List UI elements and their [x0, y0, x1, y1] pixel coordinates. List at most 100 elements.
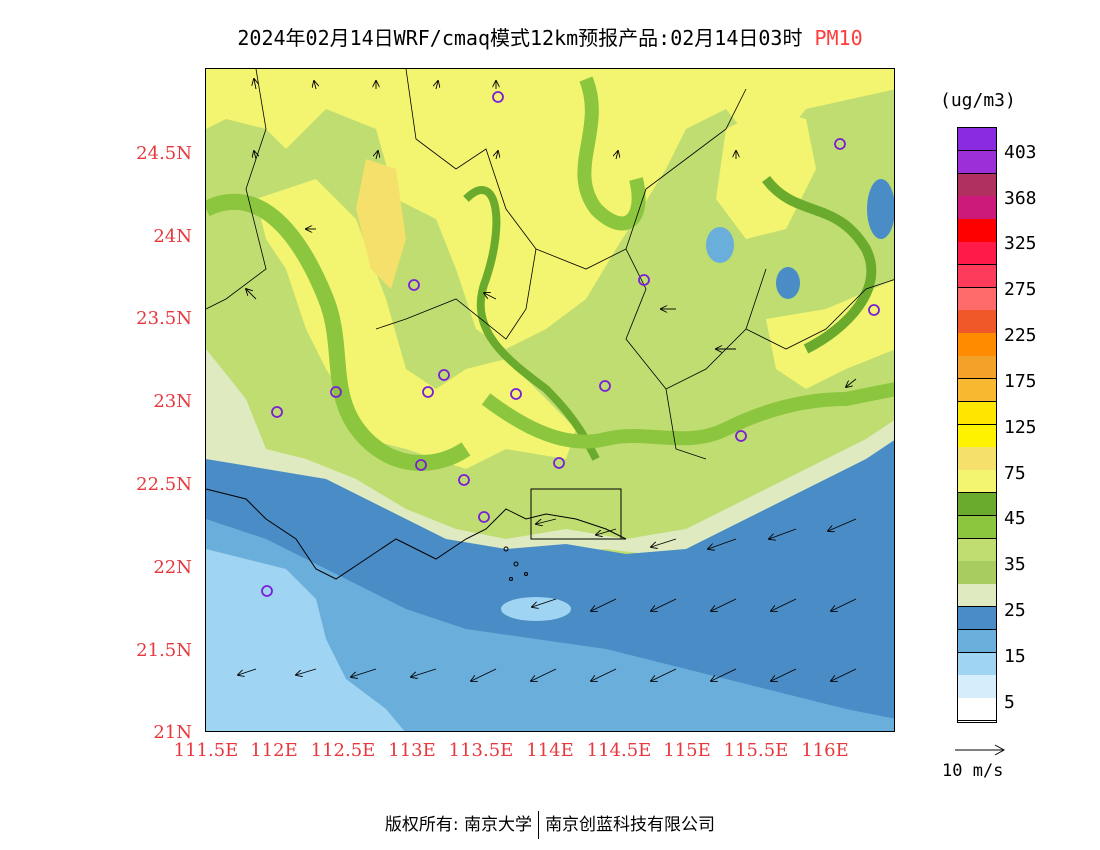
- lake-2: [776, 267, 800, 299]
- wind-arrow: [531, 668, 557, 681]
- copyright-left: 版权所有: 南京大学: [384, 815, 533, 835]
- wind-arrow: [471, 668, 497, 681]
- colorbar-swatch: [958, 447, 996, 471]
- colorbar-swatch: [958, 264, 996, 289]
- colorbar-swatch: [958, 698, 996, 722]
- wind-arrow: [831, 668, 857, 681]
- station-marker: [438, 369, 450, 381]
- station-marker: [415, 459, 427, 471]
- station-marker: [638, 274, 650, 286]
- sea-light-blue: [206, 549, 405, 731]
- island: [513, 561, 519, 567]
- colorbar-swatch: [958, 150, 996, 175]
- colorbar-swatch: [958, 196, 996, 220]
- colorbar-label: 175: [1004, 371, 1037, 392]
- wind-arrow: [828, 518, 857, 531]
- station-marker: [261, 585, 273, 597]
- title-variable: PM10: [814, 26, 863, 50]
- x-tick-label: 114.5E: [586, 740, 652, 761]
- colorbar-swatch: [958, 561, 996, 585]
- station-marker: [492, 91, 504, 103]
- lake-3: [867, 179, 894, 239]
- station-marker: [422, 386, 434, 398]
- wind-arrow: [771, 668, 797, 681]
- wind-arrow: [296, 668, 317, 675]
- wind-arrow: [254, 151, 256, 160]
- colorbar-label: 5: [1004, 692, 1015, 713]
- sea-medium-blue: [206, 519, 894, 731]
- map-title: 2024年02月14日WRF/cmaq模式12km预报产品:02月14日03时 P…: [0, 22, 1100, 51]
- wind-arrow: [238, 668, 257, 675]
- colorbar-swatch: [958, 356, 996, 380]
- island: [509, 577, 513, 581]
- colorbar-swatch: [958, 584, 996, 608]
- wind-arrow: [711, 668, 737, 681]
- colorbar-swatch: [958, 242, 996, 266]
- station-marker: [271, 406, 283, 418]
- colorbar-label: 275: [1004, 279, 1037, 300]
- y-tick-label: 24.5N: [136, 143, 192, 164]
- colorbar-swatch: [958, 629, 996, 654]
- colorbar-swatch: [958, 401, 996, 425]
- colorbar-label: 25: [1004, 600, 1026, 621]
- x-tick-label: 112.5E: [310, 740, 376, 761]
- colorbar-label: 225: [1004, 325, 1037, 346]
- wind-arrow: [246, 289, 257, 300]
- lake-1: [706, 227, 734, 263]
- wind-arrow: [769, 528, 797, 539]
- wind-arrow: [651, 538, 677, 547]
- wind-arrow: [351, 668, 377, 677]
- footer-separator: [538, 811, 540, 839]
- copyright-right: 南京创蓝科技有限公司: [545, 815, 716, 835]
- station-marker: [735, 430, 747, 442]
- yellow-zone-north: [206, 69, 894, 349]
- wind-arrow: [591, 668, 617, 681]
- station-marker: [458, 474, 470, 486]
- colorbar-label: 325: [1004, 233, 1037, 254]
- green-band-5: [481, 382, 894, 449]
- colorbar: [957, 127, 997, 723]
- monitoring-stations: [261, 91, 880, 597]
- x-tick-label: 112E: [250, 740, 298, 761]
- x-tick-label: 115E: [663, 740, 711, 761]
- colorbar-swatch: [958, 128, 996, 152]
- colorbar-label: 15: [1004, 646, 1026, 667]
- colorbar-swatch: [958, 378, 996, 403]
- colorbar-swatch: [958, 675, 996, 699]
- x-tick-label: 113E: [388, 740, 436, 761]
- wind-arrow: [536, 518, 557, 524]
- x-tick-label: 113.5E: [448, 740, 514, 761]
- green-band-2: [463, 186, 600, 461]
- colorbar-label: 35: [1004, 554, 1026, 575]
- wind-arrow: [254, 79, 256, 90]
- station-marker: [553, 457, 565, 469]
- y-tick-label: 21N: [153, 722, 192, 743]
- station-marker: [599, 380, 611, 392]
- x-tick-label: 111.5E: [173, 740, 239, 761]
- title-main: 2024年02月14日WRF/cmaq模式12km预报产品:02月14日03时: [237, 26, 803, 50]
- colorbar-swatch: [958, 287, 996, 311]
- colorbar-swatch: [958, 606, 996, 631]
- copyright-footer: 版权所有: 南京大学 南京创蓝科技有限公司: [0, 810, 1100, 839]
- wind-arrow: [831, 598, 857, 611]
- wind-vectors: [238, 79, 857, 681]
- y-tick-label: 24N: [153, 226, 192, 247]
- island: [524, 572, 528, 576]
- colorbar-swatch: [958, 333, 996, 357]
- vector-reference-arrow: [955, 744, 1006, 756]
- wind-arrow: [771, 598, 797, 611]
- green-band-4: [762, 175, 877, 354]
- colorbar-swatch: [958, 515, 996, 540]
- wind-arrow: [846, 378, 857, 387]
- province-boundary: [206, 69, 894, 460]
- wind-arrow: [711, 598, 737, 611]
- wind-arrow: [314, 81, 316, 90]
- wind-arrow: [616, 151, 618, 160]
- colorbar-label: 125: [1004, 417, 1037, 438]
- colorbar-swatch: [958, 470, 996, 494]
- wind-arrow: [532, 598, 557, 607]
- station-marker: [868, 304, 880, 316]
- station-marker: [834, 138, 846, 150]
- colorbar-swatch: [958, 652, 996, 676]
- hk-box: [530, 488, 622, 540]
